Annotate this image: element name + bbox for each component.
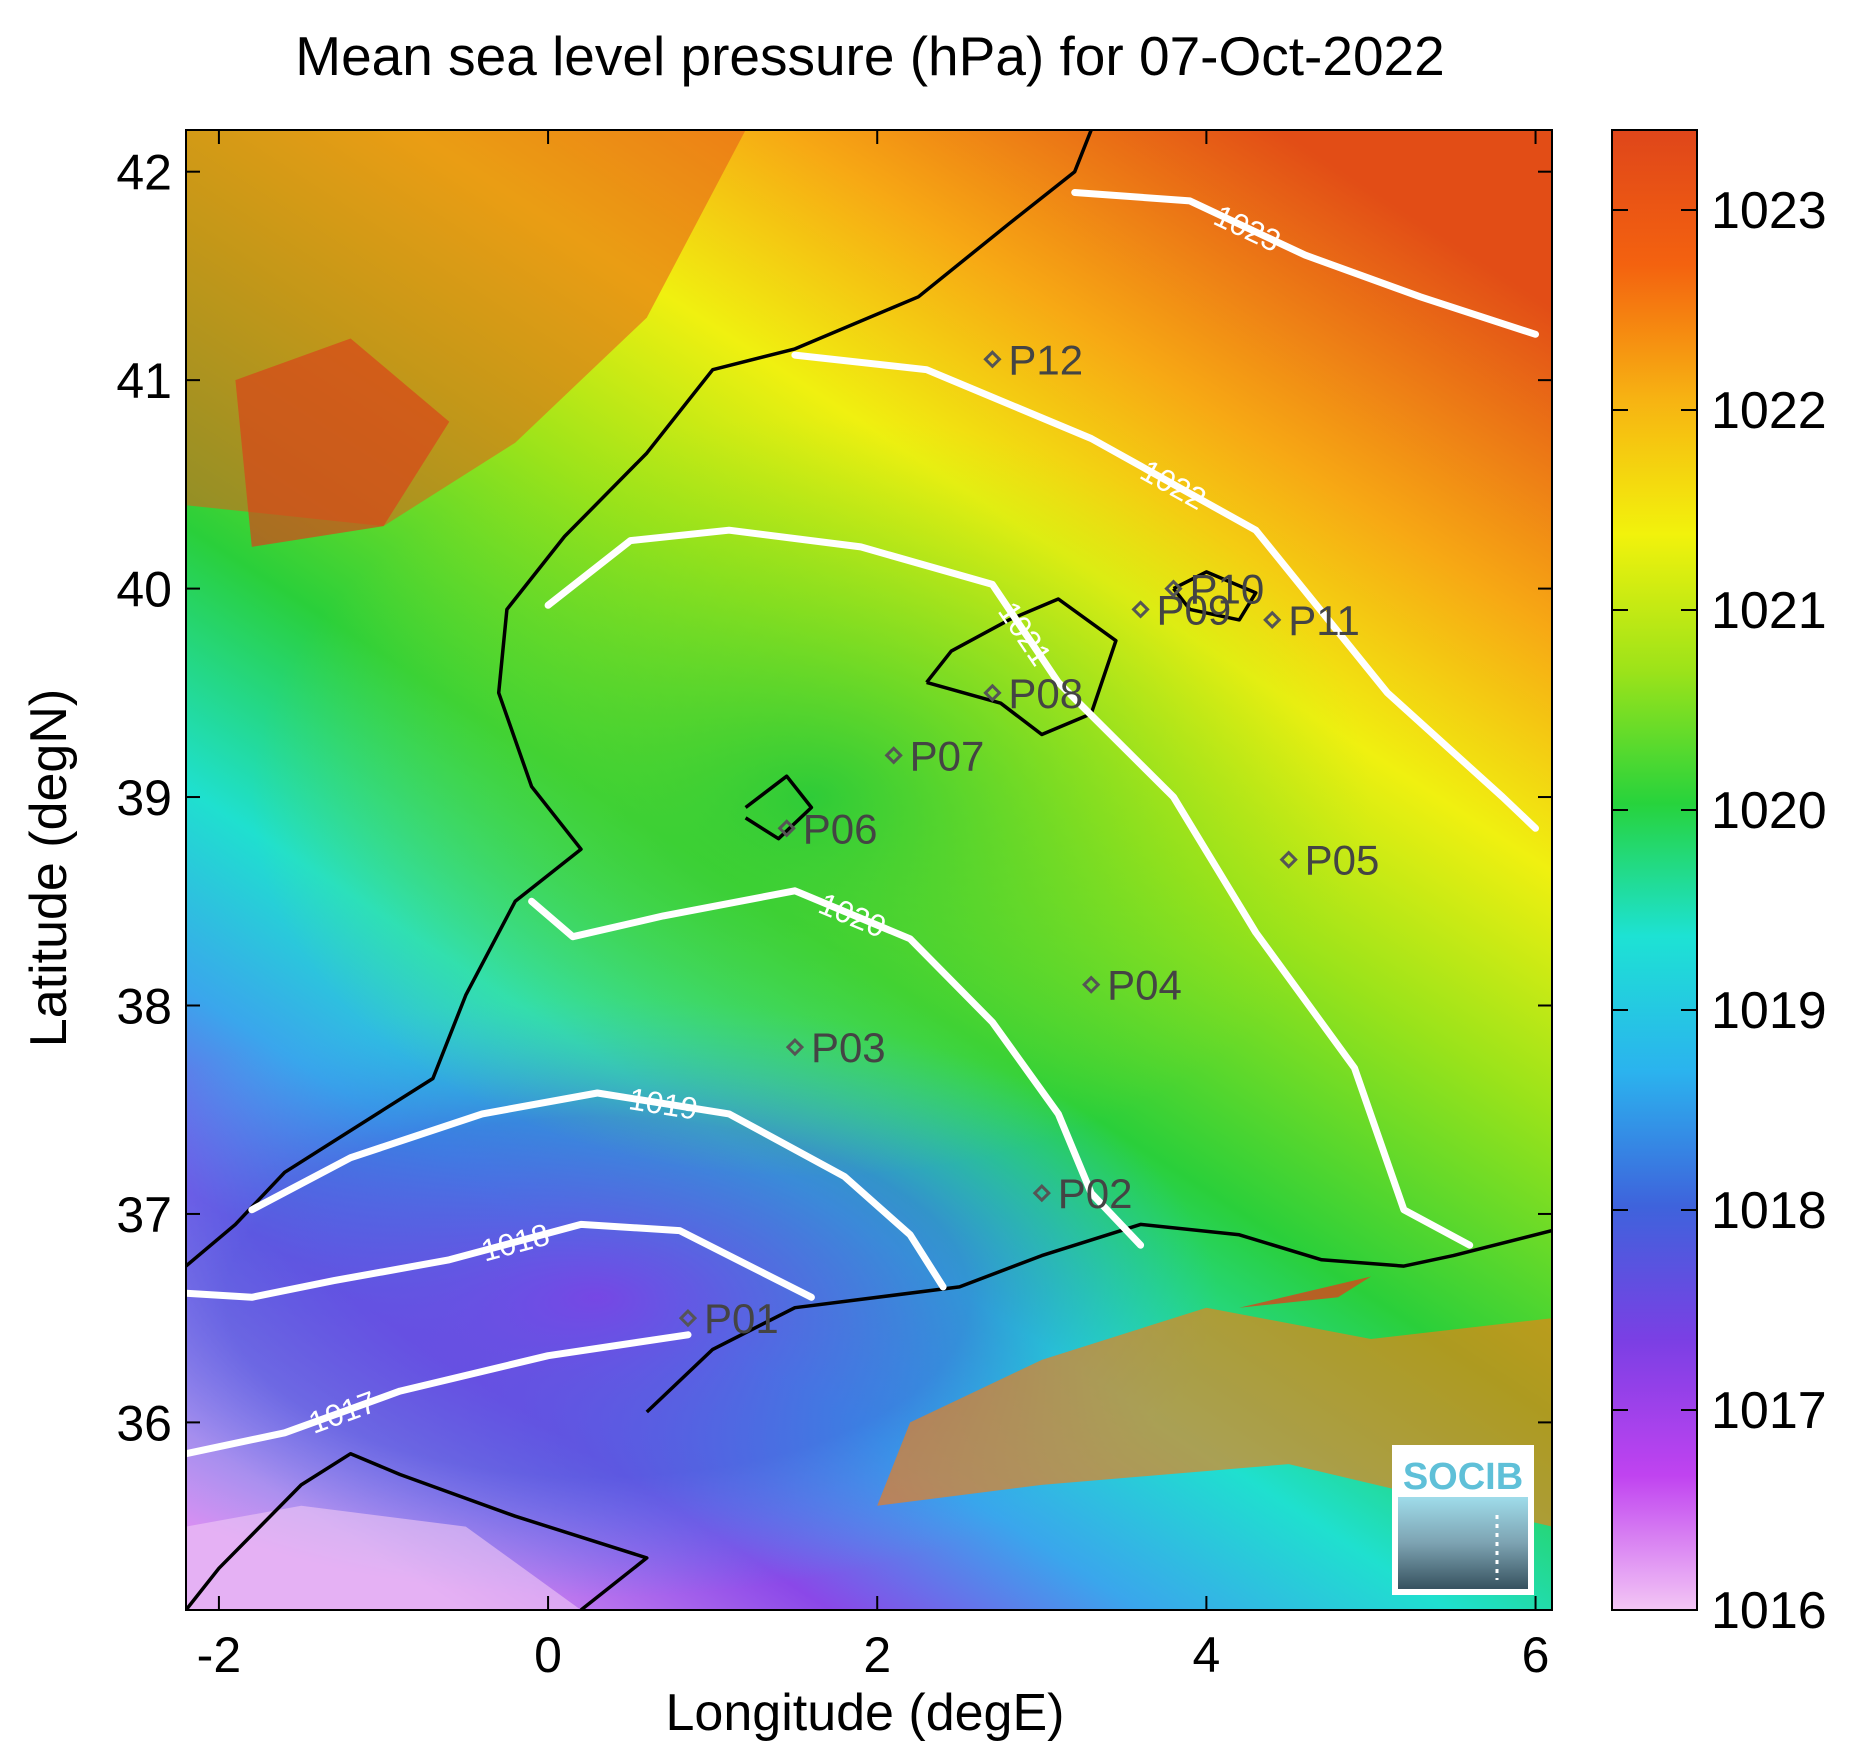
coastline-segment	[925, 597, 1118, 737]
station-label: P09	[1157, 586, 1232, 633]
station-marker[interactable]	[785, 1038, 805, 1057]
isobar-1021	[544, 526, 1474, 1249]
colorbar: 1016 1017 1018 1019 1020 1021 1022 1023	[1611, 129, 1827, 1640]
station-label: P06	[803, 805, 878, 852]
y-tick-label: 40	[116, 562, 172, 618]
x-tick-label: 0	[534, 1627, 562, 1683]
colorbar-tick-label: 1018	[1711, 1182, 1827, 1240]
coastline-segment	[744, 774, 814, 841]
x-tick-label: 6	[1522, 1627, 1550, 1683]
station-label: P07	[910, 732, 985, 779]
station-marker[interactable]	[1263, 610, 1282, 629]
y-tick-label: 39	[116, 770, 172, 826]
terrain-patch	[1239, 1276, 1371, 1308]
colorbar-gradient	[1611, 129, 1698, 1611]
station-marker[interactable]	[1131, 600, 1150, 619]
station-label: P03	[811, 1024, 886, 1071]
land-terrain	[186, 130, 1552, 1610]
colorbar-tick-label: 1019	[1711, 982, 1827, 1040]
plot-frame	[185, 129, 1553, 1611]
isobar-1020	[528, 887, 1145, 1249]
colorbar-ticks: 1016 1017 1018 1019 1020 1021 1022 1023	[1612, 182, 1827, 1640]
y-tick-label: 41	[116, 353, 172, 409]
station-label: P12	[1008, 336, 1083, 383]
station-marker[interactable]	[1279, 850, 1298, 869]
station-marker[interactable]	[884, 746, 903, 765]
coastline-segment	[186, 1451, 649, 1610]
coastline	[186, 130, 1552, 1610]
colorbar-tick-label: 1016	[1711, 1582, 1827, 1640]
station-marker[interactable]	[777, 819, 796, 838]
isobar-1023	[1071, 189, 1539, 338]
station-label: P10	[1189, 566, 1264, 613]
terrain-patch	[877, 1307, 1552, 1527]
coastline-segment	[645, 1222, 1552, 1414]
isobar-1022	[791, 351, 1539, 832]
basin-pressure-area	[251, 417, 1372, 1178]
station-marker[interactable]	[1082, 975, 1101, 994]
terrain-patch	[186, 1505, 581, 1610]
station-marker[interactable]	[983, 350, 1002, 369]
colorbar-tick-label: 1022	[1711, 382, 1827, 440]
terrain-patch	[235, 338, 450, 547]
coastline-segment	[186, 130, 1093, 1268]
colorbar-tick-label: 1021	[1711, 582, 1827, 640]
station-label: P04	[1107, 962, 1182, 1009]
x-tick-label: 2	[863, 1627, 891, 1683]
x-axis-ticks: -2 0 2 4 6	[197, 130, 1550, 1683]
station-marker[interactable]	[678, 1309, 698, 1328]
station-label: P01	[704, 1295, 779, 1342]
y-tick-label: 38	[116, 978, 172, 1034]
station-marker[interactable]	[1032, 1183, 1051, 1203]
isobar-1019	[248, 1089, 947, 1291]
station-label: P08	[1008, 670, 1083, 717]
y-axis-label: Latitude (degN)	[20, 689, 78, 1047]
colorbar-tick-label: 1023	[1711, 182, 1827, 240]
coastline-segment	[1172, 570, 1258, 622]
chart-title: Mean sea level pressure (hPa) for 07-Oct…	[295, 25, 1444, 87]
y-tick-label: 37	[116, 1187, 172, 1243]
colorbar-tick-label: 1020	[1711, 782, 1827, 840]
x-tick-label: -2	[197, 1627, 241, 1683]
station-label: P02	[1058, 1170, 1133, 1217]
y-tick-label: 36	[116, 1395, 172, 1451]
x-axis-label: Longitude (degE)	[666, 1684, 1065, 1742]
station-label: P11	[1288, 597, 1360, 644]
logo-image	[1398, 1497, 1528, 1589]
station-marker[interactable]	[983, 683, 1002, 702]
x-tick-label: 4	[1192, 1627, 1220, 1683]
y-axis-ticks: 36 37 38 39 40 41 42	[116, 145, 1552, 1451]
colorbar-tick-label: 1017	[1711, 1382, 1827, 1440]
y-tick-label: 42	[116, 145, 172, 201]
logo-text: SOCIB	[1403, 1456, 1523, 1498]
isobar-1018	[186, 1220, 815, 1301]
isobar-1017	[186, 1331, 692, 1458]
socib-logo: SOCIB	[1392, 1445, 1534, 1595]
station-label: P05	[1305, 837, 1380, 884]
station-marker[interactable]	[1164, 579, 1183, 598]
